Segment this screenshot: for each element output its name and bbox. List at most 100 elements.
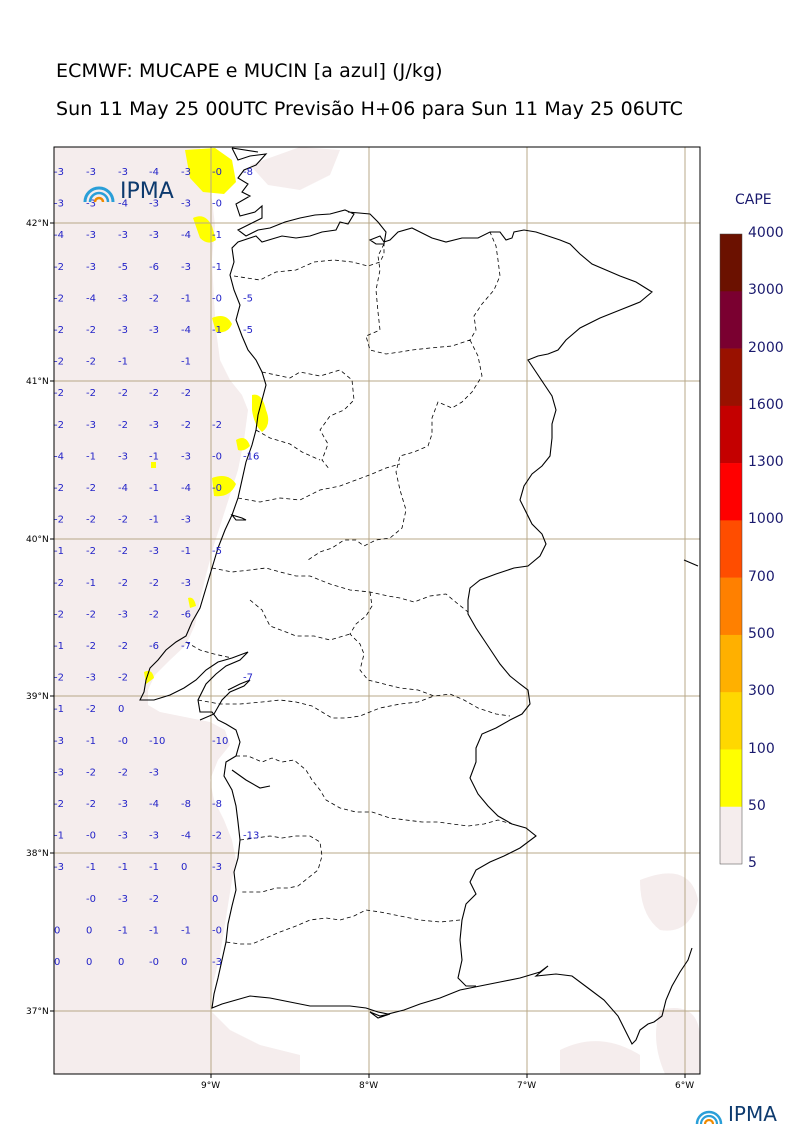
mucin-value: -2: [86, 609, 96, 620]
mucin-value: -1: [181, 925, 191, 936]
mucin-value: -0: [212, 199, 222, 210]
mucin-value: -3: [86, 199, 96, 210]
mucin-value: -3: [54, 767, 64, 778]
mucin-value: -0: [212, 293, 222, 304]
mucin-value: -3: [149, 230, 159, 241]
map-title: ECMWF: MUCAPE e MUCIN [a azul] (J/kg): [56, 60, 443, 82]
mucin-value: -6: [181, 609, 191, 620]
mucin-value: -3: [54, 167, 64, 178]
mucin-value: -3: [118, 609, 128, 620]
mucin-value: -4: [118, 483, 128, 494]
mucin-value: -4: [181, 230, 191, 241]
mucin-value: -6: [149, 262, 159, 273]
mucin-value: -2: [54, 609, 64, 620]
ipma-logo-icon: [695, 1110, 723, 1125]
mucin-value: -2: [54, 262, 64, 273]
mucin-value: -1: [86, 862, 96, 873]
lon-label: 9°W: [201, 1081, 220, 1091]
mucin-value: -3: [181, 199, 191, 210]
mucin-value: -3: [118, 325, 128, 336]
mucin-value: -5: [118, 262, 128, 273]
mucin-value: -3: [118, 293, 128, 304]
mucin-value: -2: [86, 767, 96, 778]
colorbar-level: 1300: [748, 454, 784, 471]
mucin-value: -3: [118, 230, 128, 241]
mucin-value: -2: [118, 420, 128, 431]
mucin-value: -2: [149, 388, 159, 399]
mucin-value: -3: [54, 199, 64, 210]
mucin-value: -1: [212, 325, 222, 336]
mucin-value: -4: [149, 799, 159, 810]
coastline-border: [139, 147, 693, 1045]
mucin-value: -1: [86, 578, 96, 589]
mucin-value: -2: [149, 293, 159, 304]
colorbar-swatch: [720, 463, 742, 521]
mucin-value: -2: [86, 515, 96, 526]
colorbar-swatch: [720, 520, 742, 578]
mucin-value: -2: [181, 388, 191, 399]
mucin-value: -2: [118, 546, 128, 557]
mucin-value: -4: [86, 293, 96, 304]
mucin-value: -2: [54, 388, 64, 399]
mucin-value: -2: [54, 578, 64, 589]
colorbar-swatch: [720, 577, 742, 636]
mucin-value: -3: [181, 262, 191, 273]
mucin-value: -3: [118, 799, 128, 810]
mucin-value: -2: [86, 483, 96, 494]
colorbar-level: 2000: [748, 339, 784, 356]
mucin-value: -1: [149, 925, 159, 936]
low-cape-patch: [640, 873, 698, 931]
lat-label: 39°N: [26, 692, 49, 702]
axis-labels: 42°N 41°N 40°N 39°N 38°N 37°N 9°W 8°W 7°…: [26, 219, 694, 1091]
mucin-value: 0: [181, 862, 187, 873]
mucin-value: -3: [118, 894, 128, 905]
mucin-value: -2: [54, 293, 64, 304]
colorbar-title: CAPE: [735, 192, 772, 208]
mucin-value: -3: [149, 831, 159, 842]
lon-label: 7°W: [517, 1081, 536, 1091]
mucin-value: -1: [118, 862, 128, 873]
mucin-value: -1: [54, 641, 64, 652]
colorbar-level: 1000: [748, 511, 784, 528]
low-cape-patch: [560, 1041, 640, 1074]
mucin-value: -2: [54, 420, 64, 431]
colorbar-level: 4000: [748, 225, 784, 241]
mucin-value: -3: [86, 167, 96, 178]
mucin-value: -2: [54, 357, 64, 368]
ipma-logo-text: IPMA: [120, 179, 174, 204]
mucin-value: -2: [118, 515, 128, 526]
mucin-value: -4: [118, 199, 128, 210]
colorbar-swatch: [720, 234, 742, 292]
mucin-value: -0: [212, 483, 222, 494]
lon-label: 8°W: [359, 1081, 378, 1091]
mucin-value: -0: [212, 167, 222, 178]
mucin-value: -2: [181, 420, 191, 431]
mucin-value: -2: [86, 704, 96, 715]
mucin-value: -0: [86, 894, 96, 905]
mucin-value: -1: [181, 357, 191, 368]
mucin-value: -3: [86, 420, 96, 431]
mucin-value: -5: [243, 325, 253, 336]
mucin-value: 0: [118, 957, 124, 968]
mucin-value: -2: [212, 420, 222, 431]
map-subtitle: Sun 11 May 25 00UTC Previsão H+06 para S…: [56, 98, 683, 120]
lat-label: 38°N: [26, 849, 49, 859]
mucin-value: -4: [181, 325, 191, 336]
mucin-value: -2: [54, 799, 64, 810]
colorbar-swatch: [720, 348, 742, 407]
coast-fragment: [230, 513, 699, 1019]
mucin-value: -1: [54, 831, 64, 842]
mucin-value: -3: [181, 515, 191, 526]
mucin-value: -2: [149, 609, 159, 620]
mucin-value: -2: [86, 641, 96, 652]
mucin-value: -2: [149, 894, 159, 905]
mucin-value: -1: [86, 736, 96, 747]
mucin-value: -0: [149, 957, 159, 968]
mucin-value: -2: [54, 673, 64, 684]
mucin-value: -3: [118, 451, 128, 462]
mucin-value: -8: [212, 799, 222, 810]
mucin-value: -2: [86, 799, 96, 810]
lat-label: 40°N: [26, 535, 49, 545]
colorbar-level: 1600: [748, 396, 784, 413]
mucin-value: -2: [118, 578, 128, 589]
